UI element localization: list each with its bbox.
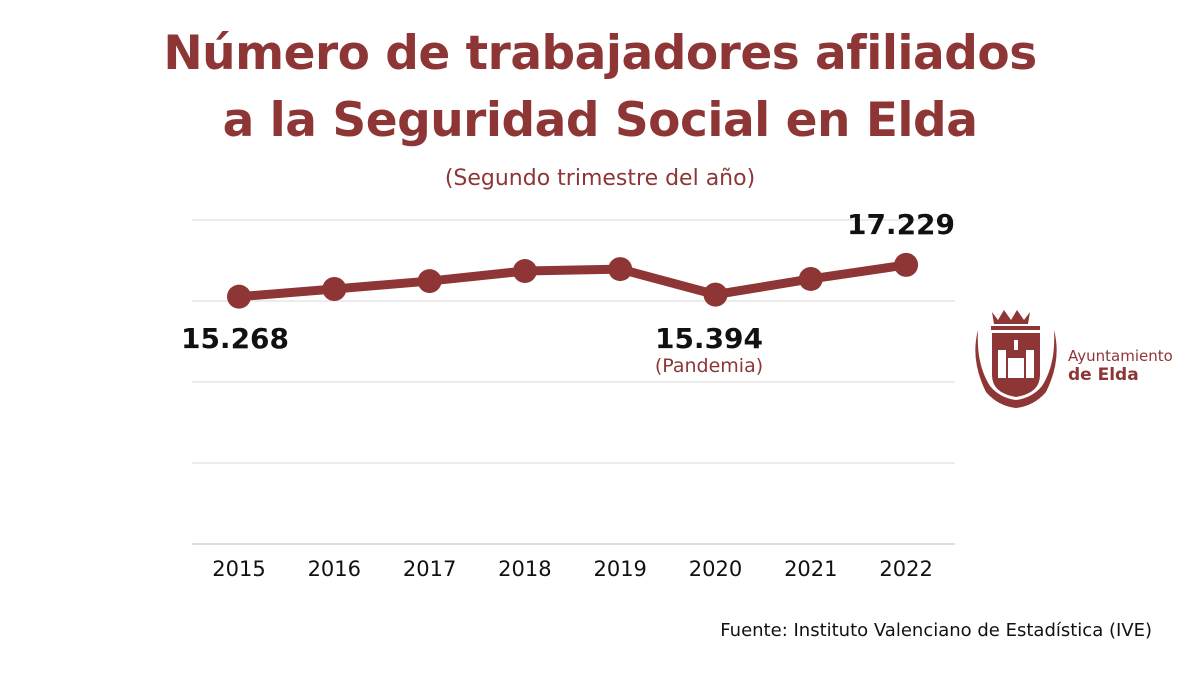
data-point-2019 (608, 257, 633, 282)
x-tick-label: 2015 (212, 557, 265, 581)
chart-title-line-2: a la Seguridad Social en Elda (222, 93, 978, 148)
chart-subtitle: (Segundo trimestre del año) (444, 166, 756, 191)
data-point-2020 (703, 282, 728, 307)
x-tick-label: 2017 (403, 557, 456, 581)
x-tick-label: 2021 (784, 557, 837, 581)
data-point-2018 (512, 259, 537, 284)
data-note-2020: (Pandemia) (655, 355, 763, 377)
data-point-2021 (798, 266, 823, 291)
x-tick-label: 2018 (498, 557, 551, 581)
data-point-2016 (322, 277, 347, 302)
data-point-2022 (894, 252, 919, 277)
x-tick-label: 2022 (879, 557, 932, 581)
logo-text: Ayuntamiento de Elda (1068, 347, 1173, 385)
data-point-2017 (417, 269, 442, 294)
chart-title-line-1: Número de trabajadores afiliados (163, 26, 1037, 81)
data-label-2020: 15.394 (655, 322, 763, 355)
data-point-2015 (227, 284, 251, 309)
logo-text-line-1: Ayuntamiento (1068, 347, 1173, 365)
source-note: Fuente: Instituto Valenciano de Estadíst… (720, 620, 1152, 641)
x-tick-label: 2016 (308, 557, 361, 581)
logo-text-line-2: de Elda (1068, 365, 1139, 385)
data-label-2015: 15.268 (181, 322, 289, 355)
data-label-2022: 17.229 (847, 208, 955, 241)
x-tick-label: 2020 (689, 557, 742, 581)
series-line (238, 260, 907, 302)
x-tick-label: 2019 (593, 557, 646, 581)
